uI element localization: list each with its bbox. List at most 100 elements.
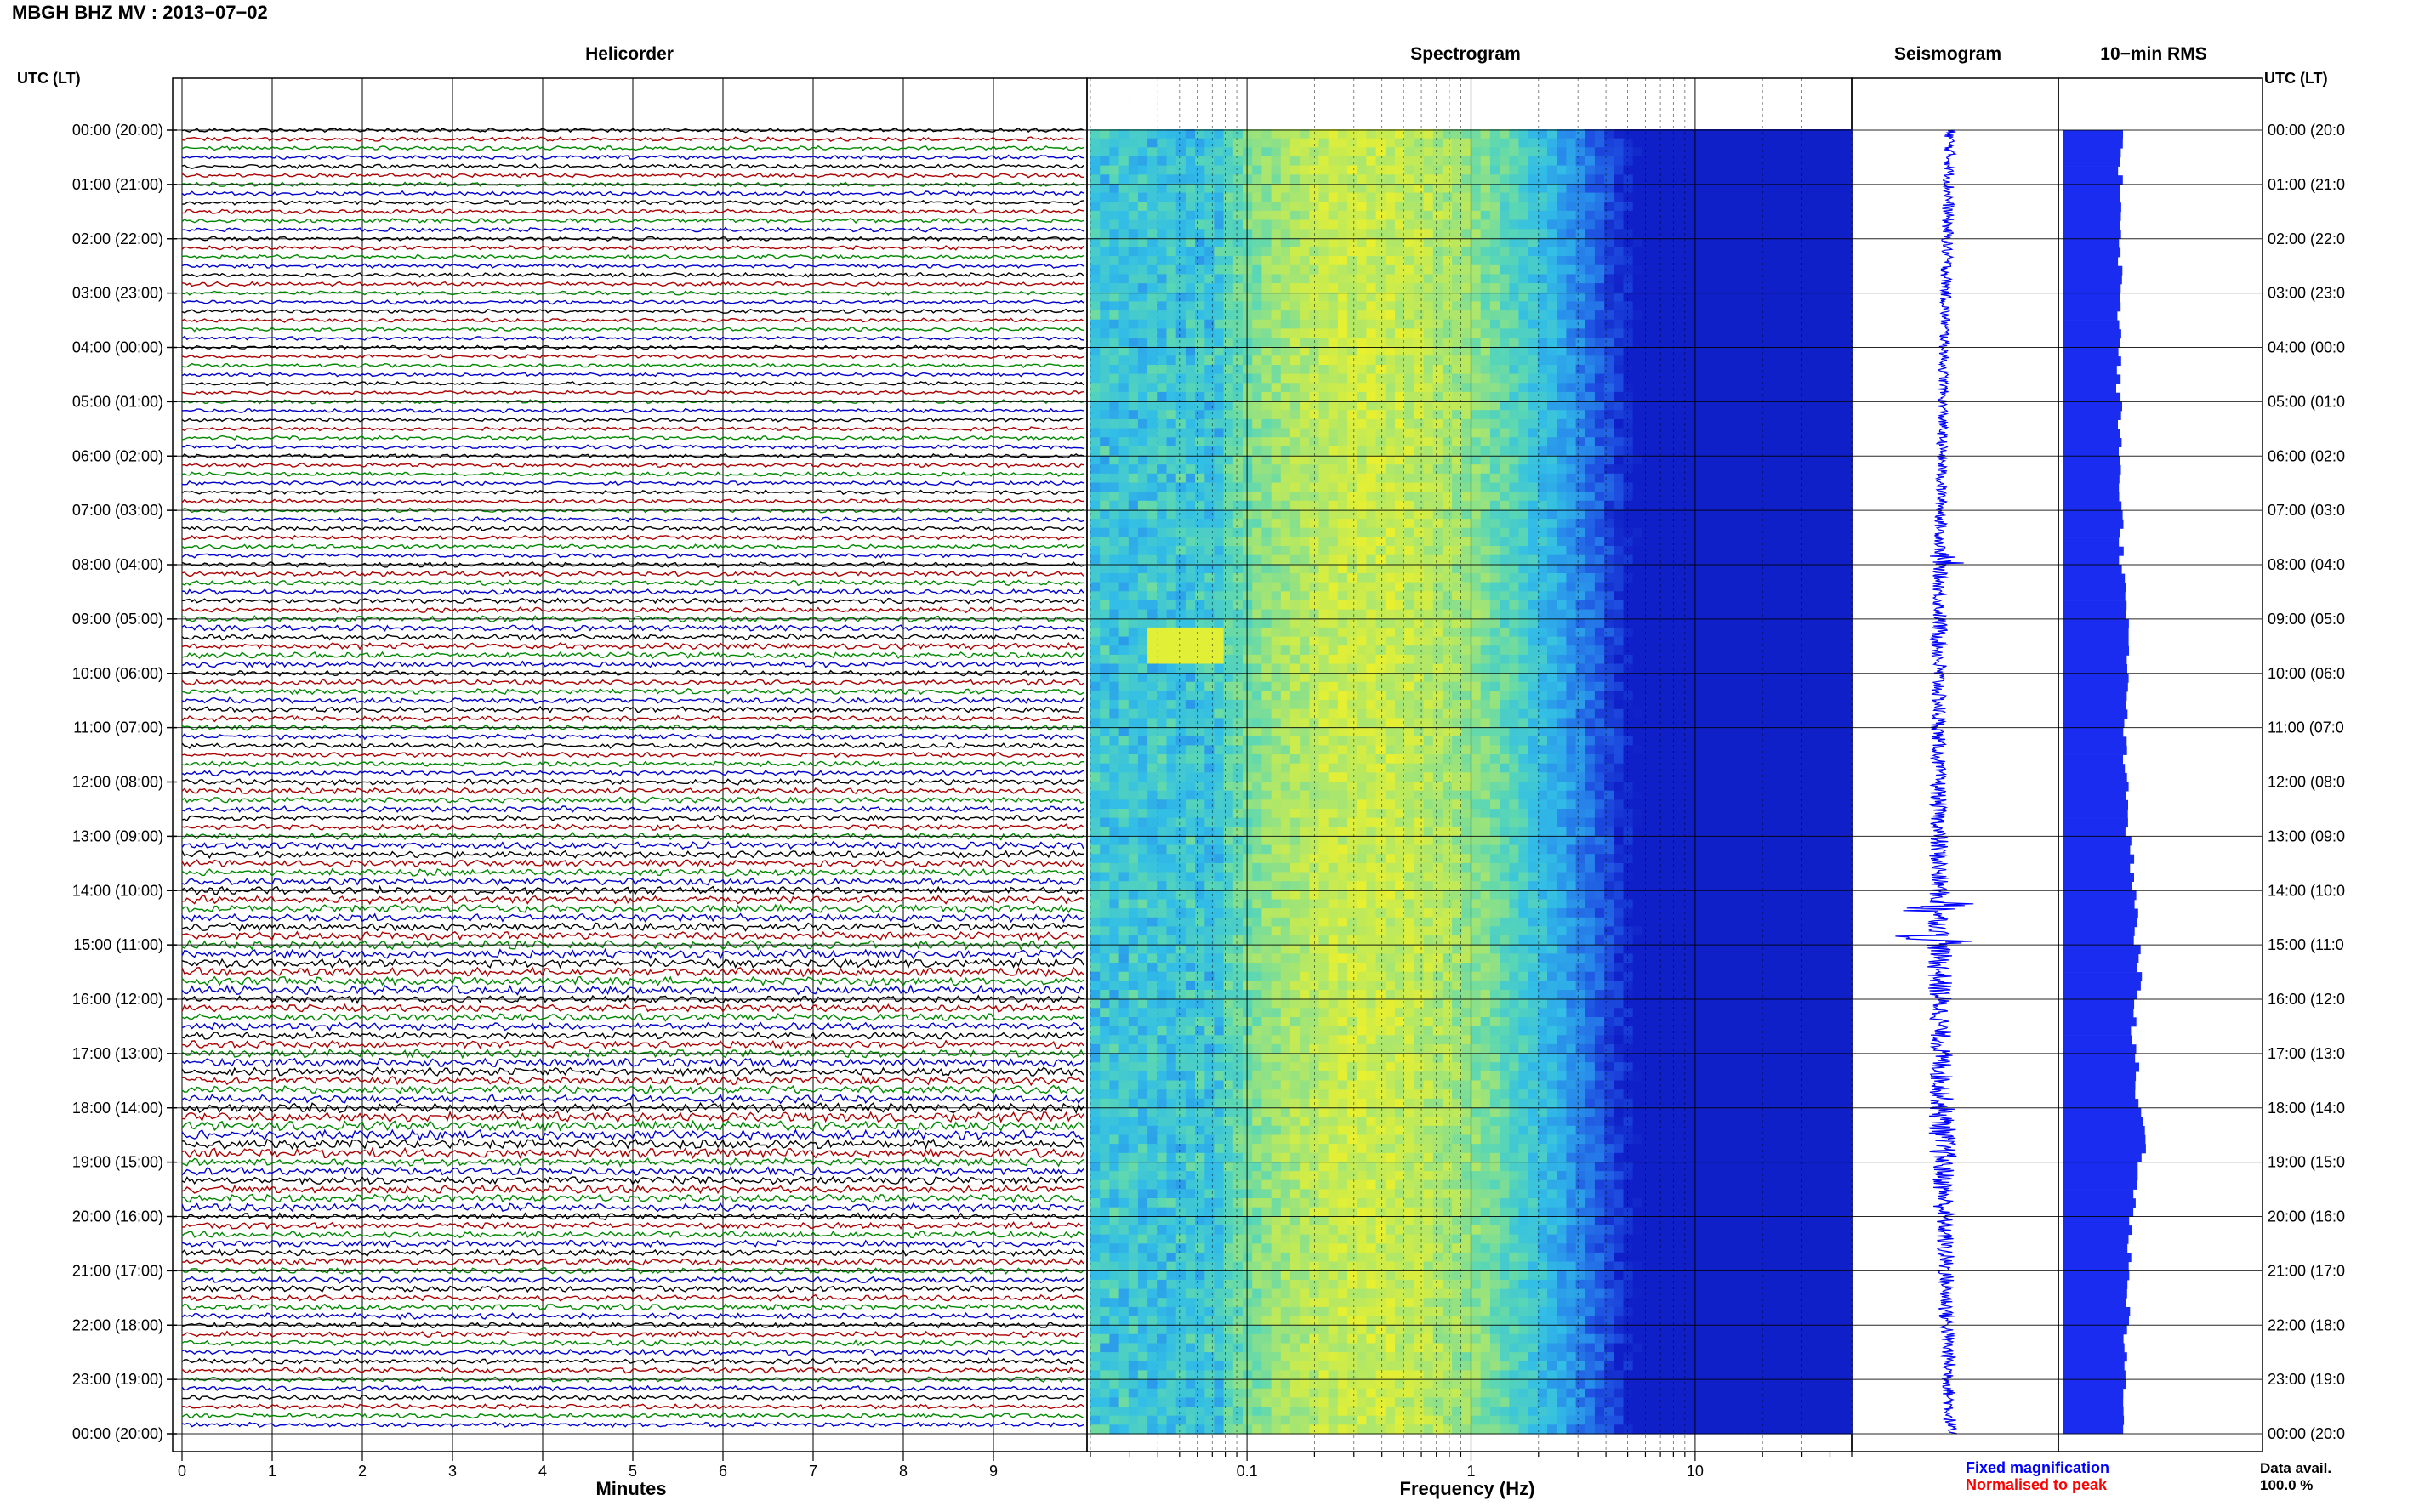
spectrogram-cell (1614, 274, 1625, 284)
spectrogram-cell (1175, 418, 1187, 429)
spectrogram-cell (1823, 319, 1834, 329)
spectrogram-cell (1271, 192, 1282, 202)
spectrogram-cell (1109, 256, 1120, 266)
spectrogram-cell (1661, 338, 1672, 348)
spectrogram-cell (1128, 237, 1139, 248)
helicorder-row (181, 1021, 1084, 1032)
spectrogram-cell (1137, 645, 1148, 656)
spectrogram-cell (1166, 156, 1177, 167)
spectrogram-cell (1395, 237, 1405, 248)
spectrogram-cell (1718, 183, 1729, 194)
spectrogram-cell (1423, 527, 1434, 537)
spectrogram-cell (1100, 537, 1110, 547)
spectrogram-cell (1737, 147, 1748, 157)
spectrogram-cell (1489, 183, 1500, 194)
spectrogram-cell (1280, 256, 1291, 266)
spectrogram-cell (1528, 274, 1539, 284)
spectrogram-cell (1318, 473, 1329, 484)
spectrogram-cell (1214, 229, 1225, 239)
spectrogram-cell (1489, 264, 1500, 276)
spectrogram-cell (1442, 274, 1453, 284)
spectrogram-cell (1509, 636, 1520, 646)
spectrogram-cell (1195, 147, 1205, 157)
spectrogram-cell (1147, 319, 1158, 329)
spectrogram-cell (1566, 301, 1577, 311)
spectrogram-cell (1232, 418, 1244, 429)
spectrogram-cell (1318, 618, 1329, 628)
spectrogram-cell (1746, 473, 1757, 484)
spectrogram-cell (1395, 210, 1405, 221)
spectrogram-cell (1489, 401, 1500, 411)
spectrogram-cell (1366, 373, 1377, 384)
spectrogram-cell (1118, 355, 1130, 366)
spectrogram-cell (1185, 573, 1196, 583)
spectrogram-cell (1841, 301, 1853, 311)
spectrogram-cell (1709, 546, 1719, 556)
spectrogram-cell (1442, 373, 1453, 384)
spectrogram-cell (1775, 645, 1786, 656)
spectrogram-cell (1423, 165, 1434, 175)
spectrogram-cell (1594, 618, 1605, 628)
spectrogram-cell (1232, 247, 1244, 257)
spectrogram-cell (1204, 301, 1215, 311)
spectrogram-cell (1794, 210, 1805, 221)
spectrogram-cell (1718, 446, 1729, 457)
spectrogram-cell (1280, 229, 1291, 239)
spectrogram-cell (1509, 464, 1520, 475)
spectrogram-cell (1709, 418, 1719, 429)
spectrogram-cell (1347, 509, 1357, 520)
spectrogram-cell (1518, 564, 1529, 574)
spectrogram-cell (1823, 564, 1834, 574)
spectrogram-cell (1271, 156, 1282, 167)
spectrogram-cell (1537, 383, 1548, 393)
spectrogram-cell (1784, 229, 1796, 239)
spectrogram-cell (1709, 264, 1719, 276)
spectrogram-cell (1594, 591, 1605, 601)
spectrogram-cell (1727, 229, 1739, 239)
spectrogram-cell (1718, 383, 1729, 393)
spectrogram-cell (1204, 564, 1215, 574)
spectrogram-cell (1823, 537, 1834, 547)
spectrogram-cell (1642, 147, 1653, 157)
spectrogram-cell (1566, 618, 1577, 628)
spectrogram-cell (1594, 410, 1605, 420)
spectrogram-cell (1261, 428, 1272, 438)
spectrogram-cell (1652, 455, 1662, 465)
spectrogram-cell (1709, 654, 1719, 665)
helicorder-row (181, 966, 1084, 978)
spectrogram-cell (1223, 292, 1234, 303)
spectrogram-cell (1261, 147, 1272, 157)
spectrogram-cell (1147, 183, 1158, 194)
spectrogram-cell (1518, 174, 1529, 185)
spectrogram-cell (1185, 192, 1196, 202)
helicorder-row (181, 1394, 1084, 1401)
spectrogram-cell (1794, 428, 1805, 438)
spectrogram-cell (1109, 564, 1120, 574)
spectrogram-cell (1671, 410, 1682, 420)
spectrogram-cell (1185, 391, 1196, 402)
spectrogram-cell (1157, 455, 1168, 465)
spectrogram-cell (1232, 500, 1244, 511)
spectrogram-cell (1137, 338, 1148, 348)
spectrogram-cell (1518, 654, 1529, 665)
spectrogram-cell (1395, 618, 1405, 628)
spectrogram-cell (1500, 500, 1510, 511)
spectrogram-cell (1528, 582, 1539, 592)
spectrogram-cell (1784, 174, 1796, 185)
spectrogram-cell (1357, 537, 1368, 547)
helicorder-row (181, 1110, 1084, 1123)
spectrogram-cell (1832, 346, 1843, 356)
spectrogram-cell (1784, 256, 1796, 266)
spectrogram-cell (1614, 582, 1625, 592)
spectrogram-cell (1566, 537, 1577, 547)
helicorder-row (181, 199, 1084, 206)
spectrogram-cell (1442, 383, 1453, 393)
spectrogram-cell (1585, 256, 1596, 266)
spectrogram-cell (1775, 174, 1786, 185)
spectrogram-cell (1280, 509, 1291, 520)
spectrogram-cell (1261, 482, 1272, 492)
spectrogram-cell (1813, 355, 1824, 366)
spectrogram-cell (1585, 129, 1596, 139)
spectrogram-cell (1718, 219, 1729, 230)
spectrogram-cell (1337, 129, 1348, 139)
